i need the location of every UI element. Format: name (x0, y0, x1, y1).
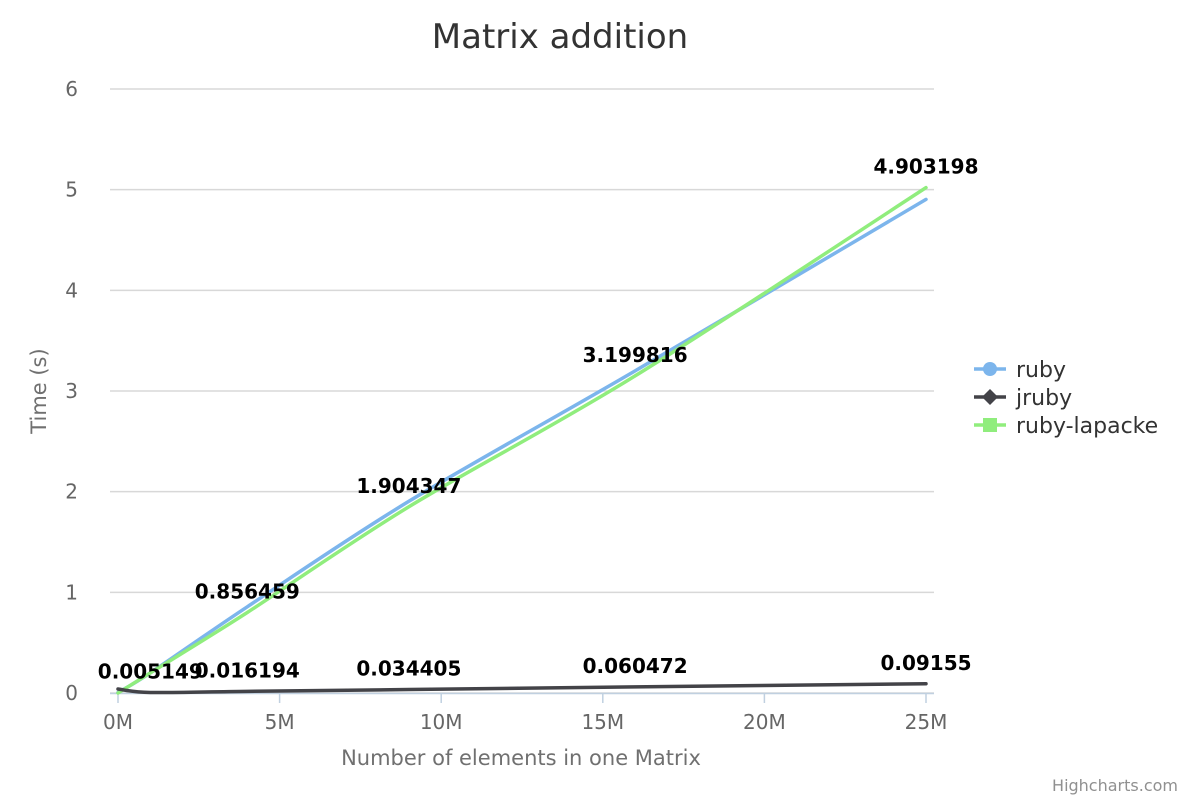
series-group (116, 185, 928, 695)
legend-item-ruby-lapacke[interactable]: ruby-lapacke (974, 414, 1158, 439)
data-label-jruby-4: 0.060472 (583, 654, 688, 678)
chart-title: Matrix addition (432, 17, 688, 57)
data-label-jruby-2: 0.016194 (195, 658, 300, 682)
y-axis-title: Time (s) (27, 348, 51, 434)
data-label-ruby-lapacke-4: 3.199816 (583, 343, 688, 367)
y-tick-label-1: 1 (65, 580, 78, 604)
legend-marker-circle-icon (983, 362, 997, 376)
y-tick-label-4: 4 (65, 278, 78, 302)
series-line-ruby-lapacke[interactable] (116, 185, 928, 695)
y-tick-label-2: 2 (65, 480, 78, 504)
x-axis-title: Number of elements in one Matrix (341, 746, 701, 770)
data-label-ruby-lapacke-3: 1.904347 (356, 474, 461, 498)
x-tick-label-4: 20M (743, 710, 786, 734)
data-label-jruby-3: 0.034405 (356, 657, 461, 681)
x-tick-label-2: 10M (420, 710, 463, 734)
legend-label-jruby: jruby (1015, 386, 1072, 411)
legend-label-ruby-lapacke: ruby-lapacke (1016, 414, 1158, 439)
data-label-jruby-1: 0.005149 (98, 659, 203, 683)
legend-item-ruby[interactable]: ruby (974, 358, 1066, 383)
legend-marker-square-icon (983, 418, 997, 432)
legend-item-jruby[interactable]: jruby (974, 386, 1072, 411)
y-tick-label-0: 0 (65, 681, 78, 705)
credits[interactable]: Highcharts.com (1052, 776, 1178, 795)
x-tick-label-1: 5M (265, 710, 295, 734)
grid-lines (110, 88, 934, 694)
y-tick-label-6: 6 (65, 77, 78, 101)
series-line-jruby[interactable] (116, 682, 928, 695)
legend: ruby jruby ruby-lapacke (974, 358, 1158, 439)
data-label-jruby-5: 0.09155 (880, 651, 971, 675)
y-axis-ticks: 0 1 2 3 4 5 6 (65, 77, 78, 705)
legend-label-ruby: ruby (1016, 358, 1066, 383)
legend-marker-diamond-icon (982, 389, 998, 405)
x-tick-label-3: 15M (581, 710, 624, 734)
data-label-ruby-lapacke-2: 0.856459 (195, 579, 300, 603)
y-tick-label-5: 5 (65, 178, 78, 202)
y-tick-label-3: 3 (65, 379, 78, 403)
x-axis: 0M 5M 10M 15M 20M 25M (103, 692, 948, 734)
data-label-ruby-lapacke-5: 4.903198 (873, 155, 978, 179)
x-tick-label-0: 0M (103, 710, 133, 734)
x-tick-label-5: 25M (905, 710, 948, 734)
